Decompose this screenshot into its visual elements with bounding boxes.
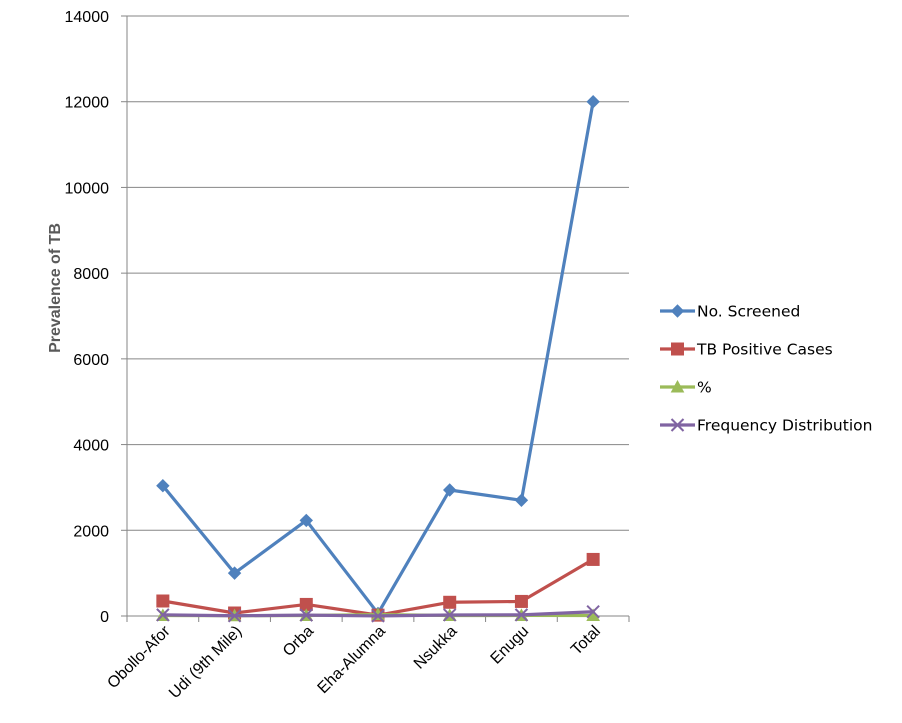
y-tick-label: 8000: [73, 266, 109, 283]
y-tick-label: 14000: [65, 9, 110, 26]
legend-marker: [670, 418, 685, 432]
x-tick-label: Enugu: [488, 623, 533, 668]
legend-label: No. Screened: [697, 303, 800, 321]
legend-label: Frequency Distribution: [697, 417, 872, 435]
legend-item: %: [660, 379, 712, 397]
data-point: [586, 95, 600, 109]
legend-marker: [670, 304, 685, 318]
data-point: [227, 609, 242, 623]
data-point: [443, 483, 457, 497]
gridlines: [127, 15, 629, 531]
data-point: [514, 608, 529, 622]
series-no-screened: [156, 95, 600, 621]
data-point: [514, 594, 528, 608]
data-point: [371, 609, 385, 623]
legend-label: TB Positive Cases: [696, 341, 833, 359]
y-tick-label: 10000: [65, 180, 110, 197]
legend-item: Frequency Distribution: [660, 417, 872, 435]
data-point: [299, 513, 313, 528]
y-tick-label: 0: [100, 609, 109, 626]
data-point: [227, 566, 242, 580]
x-tick-label: Obollo-Afor: [104, 622, 174, 692]
data-point: [586, 552, 600, 566]
x-tick-label: Nsukka: [411, 623, 461, 673]
data-point: [443, 595, 457, 609]
x-tick-label: Orba: [280, 623, 317, 660]
data-point: [156, 479, 170, 493]
data-point: [586, 605, 600, 619]
legend-item: No. Screened: [660, 303, 800, 321]
x-tick-label: Eha-Alumna: [315, 623, 389, 697]
y-tick-label: 12000: [65, 95, 110, 112]
legend-label: %: [697, 379, 712, 397]
data-point: [299, 608, 313, 622]
legend-item: TB Positive Cases: [660, 341, 833, 359]
legend-marker: [670, 379, 685, 393]
series-frequency-distribution: [156, 605, 600, 623]
data-point: [443, 608, 457, 622]
legend: No. Screened TB Positive Cases% Frequency …: [660, 303, 872, 435]
data-point: [156, 608, 170, 622]
x-tick-label: Udi (9th Mile): [166, 623, 245, 702]
series: [156, 95, 600, 623]
y-tick-label: 6000: [73, 352, 109, 369]
y-axis-title: Prevalence of TB: [47, 223, 64, 353]
y-tick-labels: 0 2000 4000 6000 8000 10000 12000 14000: [65, 9, 110, 626]
y-tick-label: 2000: [73, 523, 109, 540]
x-tick-label: Total: [568, 623, 604, 659]
legend-marker: [671, 342, 684, 356]
data-point: [156, 594, 170, 608]
series-line: [161, 101, 595, 616]
y-tick-label: 4000: [73, 438, 109, 455]
data-point: [514, 493, 529, 507]
